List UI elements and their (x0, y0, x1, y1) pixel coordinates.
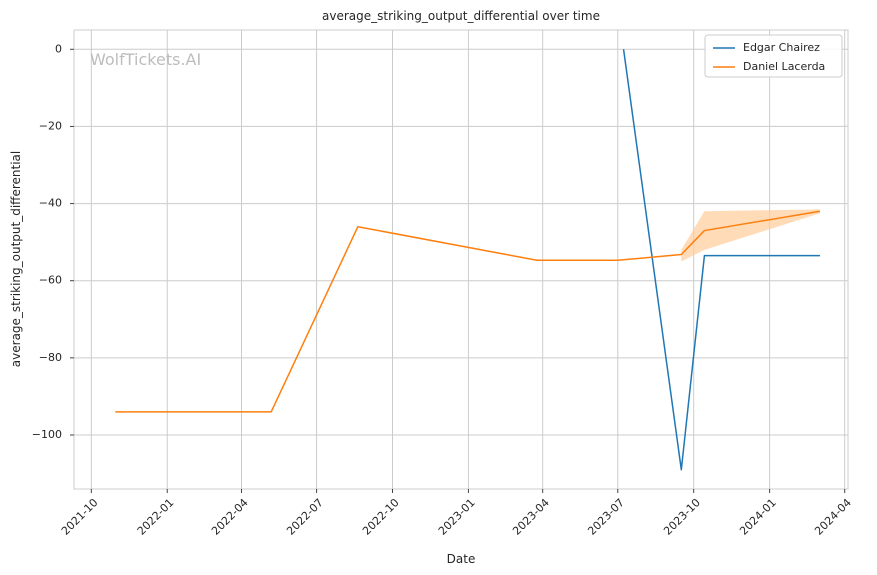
legend-box (704, 34, 843, 78)
y-tick-label: −100 (32, 428, 62, 441)
grid (74, 30, 848, 489)
y-axis-title: average_striking_output_differential (9, 151, 23, 367)
y-tick-label: 0 (55, 42, 62, 55)
confidence-bands (681, 209, 820, 262)
series-1-line (115, 210, 821, 413)
plot-frame (73, 29, 849, 490)
chart-title: average_striking_output_differential ove… (322, 9, 600, 23)
y-tick-label: −60 (39, 274, 62, 287)
series-1-confidence-band (681, 209, 820, 262)
y-axis-ticks: 0 −20 −40 −60 −80 −100 (32, 42, 74, 441)
y-tick-label: −20 (39, 119, 62, 132)
series-0-line (622, 49, 820, 471)
legend-label: Daniel Lacerda (743, 60, 825, 73)
y-tick-label: −80 (39, 351, 62, 364)
legend: Edgar Chairez Daniel Lacerda (704, 34, 843, 78)
series-lines (115, 49, 821, 471)
watermark: WolfTickets.AI (90, 50, 201, 69)
legend-label: Edgar Chairez (743, 41, 820, 54)
y-tick-label: −40 (39, 197, 62, 210)
x-axis-title: Date (447, 552, 476, 566)
